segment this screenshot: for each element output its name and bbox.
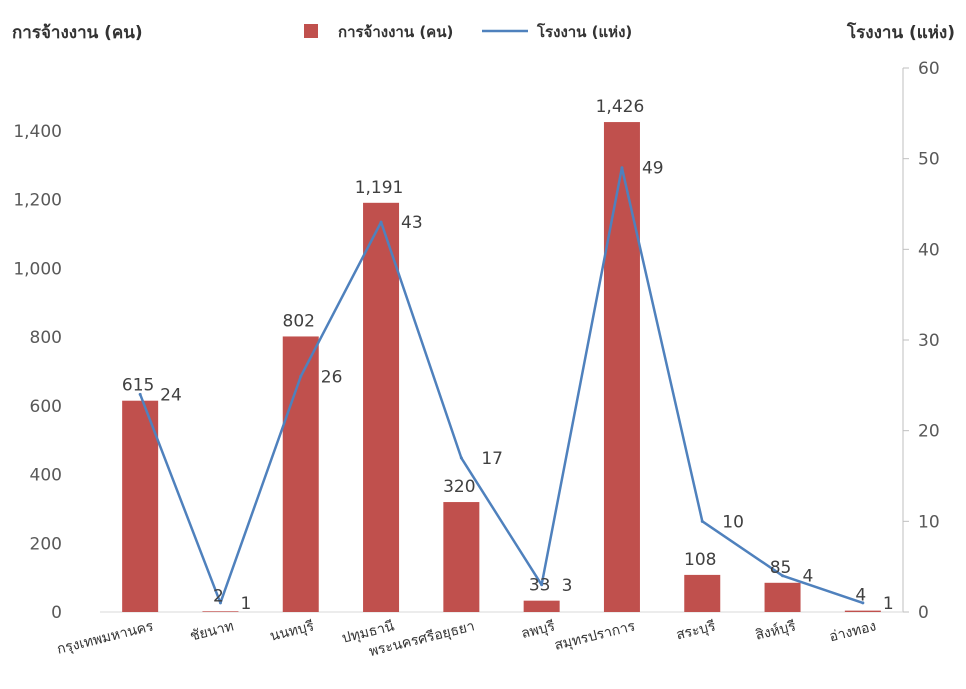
y-left-tick-label: 1,200 [13,191,62,211]
bar [282,336,319,612]
bar [122,400,159,612]
bar-data-label: 802 [283,311,315,331]
bar [844,610,881,612]
line-data-label: 26 [321,367,343,387]
line-point [218,601,222,605]
bar-data-label: 320 [443,477,475,497]
bar-data-label: 1,426 [596,97,645,117]
y-right-tick-label: 60 [918,59,940,79]
bar [443,502,480,612]
y-left-axis-title: การจ้างงาน (คน) [12,23,143,43]
line-point [861,601,865,605]
y-left-axis: 0 200 400 600 800 1,000 1,200 1,400 [13,122,62,623]
line-data-label: 10 [722,512,744,532]
x-category-label: ชัยนาท [188,618,235,644]
y-right-tick-label: 30 [918,331,940,351]
bar-data-label: 615 [122,376,154,396]
y-right-tick-label: 20 [918,422,940,442]
legend-line-label: โรงงาน (แห่ง) [536,22,632,41]
x-category-label: อ่างทอง [828,618,878,645]
x-category-label: นนทบุรี [268,618,316,644]
line-data-label: 49 [642,159,664,179]
y-left-tick-label: 400 [30,466,62,486]
line-point [620,166,624,170]
x-category-label: สิงห์บุรี [754,617,798,644]
bar-data-labels: 615 2 802 1,191 320 33 1,426 108 85 4 [122,97,866,606]
bar-data-label: 4 [855,586,866,606]
bar-data-label: 85 [770,558,792,578]
line-data-label: 17 [481,449,503,469]
x-category-label: สมุทรปราการ [553,618,638,654]
line-path [139,166,864,605]
x-category-labels: กรุงเทพมหานคร ชัยนาท นนทบุรี ปทุมธานีพระนคร… [55,617,877,660]
line-point [540,583,544,587]
y-left-tick-label: 0 [51,603,62,623]
y-right-axis: 0 10 20 30 40 50 60 [902,59,940,623]
bar [363,202,400,612]
bar-data-label: 108 [684,550,716,570]
x-category-label: สระบุรี [675,618,718,643]
line-series [138,166,865,605]
y-right-axis-title: โรงงาน (แห่ง) [846,22,955,43]
y-left-tick-label: 800 [30,328,62,348]
line-data-label: 3 [562,576,573,596]
y-left-tick-label: 200 [30,534,62,554]
bar [202,611,239,612]
y-right-tick-label: 0 [918,603,929,623]
bar-series [122,122,881,613]
line-data-label: 24 [160,385,182,405]
bar [684,574,721,612]
line-point [700,519,704,523]
bar [523,600,560,612]
line-point [138,392,142,396]
bar [764,582,801,612]
y-right-tick-label: 40 [918,240,940,260]
bar-data-label: 33 [529,576,551,596]
legend-bar-label: การจ้างงาน (คน) [338,23,453,41]
legend-bar-swatch [304,24,318,38]
line-point [299,374,303,378]
line-point [459,456,463,460]
line-point [781,574,785,578]
y-left-tick-label: 1,400 [13,122,62,142]
line-point [379,220,383,224]
line-data-label: 1 [883,594,894,614]
bar-data-label: 1,191 [355,178,404,198]
bar [603,122,640,613]
y-left-tick-label: 1,000 [13,259,62,279]
line-data-label: 1 [240,594,251,614]
line-data-label: 4 [803,567,814,587]
bar-data-label: 2 [213,586,224,606]
x-category-label: กรุงเทพมหานคร [55,618,155,658]
line-data-label: 43 [401,213,423,233]
legend: การจ้างงาน (คน) โรงงาน (แห่ง) [304,22,632,41]
y-right-tick-label: 50 [918,150,940,170]
y-left-tick-label: 600 [30,397,62,417]
y-right-tick-label: 10 [918,512,940,532]
x-category-label: ลพบุรี [520,618,558,642]
